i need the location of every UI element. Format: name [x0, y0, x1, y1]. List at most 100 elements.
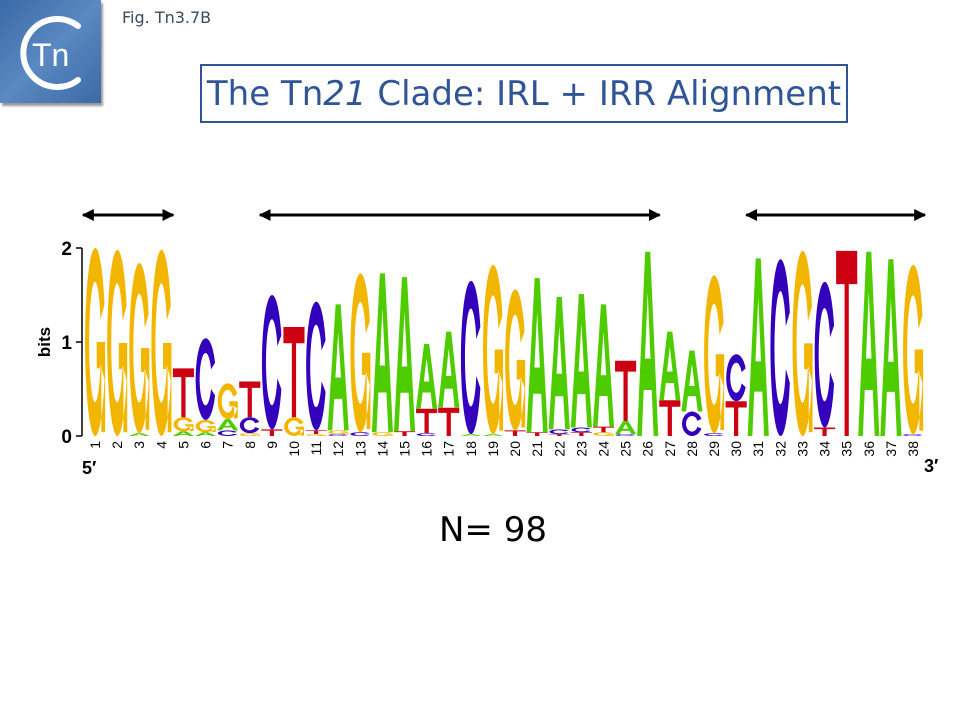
x-tick-label: 11 [308, 441, 324, 456]
logo-letter-A [393, 277, 416, 432]
logo-letter-G [792, 250, 813, 436]
x-tick-label: 16 [419, 441, 435, 457]
logo-letter-A [482, 434, 504, 436]
x-tick-label: 35 [839, 441, 855, 457]
logo-letter-C [350, 432, 370, 436]
stack-position-25 [615, 360, 637, 436]
logo-letter-A [460, 434, 482, 436]
x-tick-label: 38 [905, 441, 921, 457]
x-tick-label: 15 [397, 441, 413, 457]
brand-text: Tn [32, 37, 69, 73]
x-tick-label: 25 [618, 441, 634, 457]
logo-letter-G [483, 264, 504, 435]
y-tick-label: 1 [61, 333, 72, 354]
logo-letter-G [306, 434, 327, 436]
x-tick-label: 13 [352, 441, 368, 457]
logo-letter-A [327, 304, 349, 431]
logo-letter-G [328, 430, 349, 435]
logo-letter-C [195, 338, 216, 421]
logo-letter-G [239, 433, 260, 436]
stack-position-21 [526, 278, 548, 436]
stack-position-26 [637, 251, 659, 436]
sample-count: N= 98 [439, 510, 547, 550]
stack-position-19 [482, 264, 504, 436]
x-tick-label: 1 [87, 441, 103, 449]
x-tick-label: 27 [662, 441, 678, 457]
logo-letter-A [615, 420, 637, 435]
logo-letter-G [173, 417, 194, 432]
logo-letter-C [903, 434, 923, 436]
x-tick-label: 9 [264, 441, 280, 449]
logo-letter-T [261, 429, 283, 436]
x-tick-label: 34 [817, 441, 833, 457]
stack-position-24 [592, 304, 615, 436]
stack-position-22 [548, 296, 570, 436]
logo-letter-T [504, 430, 526, 436]
stack-position-2 [107, 249, 128, 436]
logo-letter-T [570, 432, 592, 436]
logo-letter-T [592, 426, 615, 433]
x-tick-label: 22 [551, 441, 567, 457]
x-tick-label: 10 [286, 441, 302, 457]
logo-letter-A [637, 251, 659, 436]
stack-position-15 [393, 277, 416, 436]
y-tick-label: 2 [61, 239, 72, 260]
logo-letter-A [681, 350, 703, 412]
stack-position-29 [704, 275, 725, 436]
x-tick-label: 33 [794, 441, 810, 457]
x-tick-label: 20 [507, 441, 523, 457]
logo-letter-A [526, 278, 548, 433]
x-tick-label: 30 [728, 441, 744, 457]
logo-letter-A [548, 296, 570, 430]
logo-letter-C [460, 280, 481, 435]
logo-letter-A [659, 331, 681, 401]
page-title: The Tn 21 Clade: IRL + IRR Alignment [200, 64, 848, 123]
stack-position-3 [128, 263, 150, 436]
y-axis-label: bits [35, 327, 54, 357]
stack-position-23 [570, 294, 592, 436]
stack-position-7 [217, 383, 239, 436]
letter-stacks [85, 248, 924, 436]
logo-letter-C [704, 433, 724, 436]
logo-letter-C [681, 411, 702, 436]
x-tick-label: 24 [595, 441, 611, 457]
x-tick-label: 32 [772, 441, 788, 457]
logo-letter-T [526, 432, 548, 436]
x-tick-label: 19 [485, 441, 501, 457]
x-tick-label: 18 [463, 441, 479, 457]
logo-letter-A [416, 343, 438, 409]
logo-letter-G [505, 289, 526, 431]
tn-brand-logo: Tn [0, 0, 101, 103]
stack-position-36 [858, 251, 880, 436]
logo-letter-C [770, 259, 790, 436]
stack-position-30 [725, 354, 747, 436]
x-tick-label: 6 [198, 441, 214, 449]
x-tick-label: 29 [706, 441, 722, 457]
stack-position-8 [239, 381, 261, 436]
logo-letter-A [194, 432, 217, 436]
x-tick-label: 31 [750, 441, 766, 457]
logo-letter-T [416, 408, 438, 434]
logo-letter-A [217, 419, 239, 431]
stack-position-6 [194, 338, 217, 436]
logo-letter-G [903, 264, 924, 435]
logo-letter-T [239, 381, 261, 418]
stack-position-28 [681, 350, 703, 436]
x-tick-label: 23 [573, 441, 589, 457]
stack-position-38 [903, 264, 924, 436]
stack-position-20 [504, 289, 526, 436]
logo-letter-C [239, 417, 260, 434]
y-ticks: 0 1 2 [61, 239, 82, 448]
stack-position-37 [880, 259, 902, 436]
stack-position-13 [350, 273, 371, 436]
logo-letter-G [195, 420, 216, 433]
logo-letter-G [129, 263, 150, 434]
logo-letter-G [217, 383, 238, 420]
stack-position-16 [416, 343, 438, 436]
x-tick-label: 5 [175, 441, 191, 449]
stack-position-4 [151, 249, 172, 436]
x-tick-label: 3 [131, 441, 147, 449]
stack-position-10 [283, 326, 305, 436]
logo-letter-A [747, 258, 769, 436]
five-prime-label: 5′ [82, 458, 96, 478]
